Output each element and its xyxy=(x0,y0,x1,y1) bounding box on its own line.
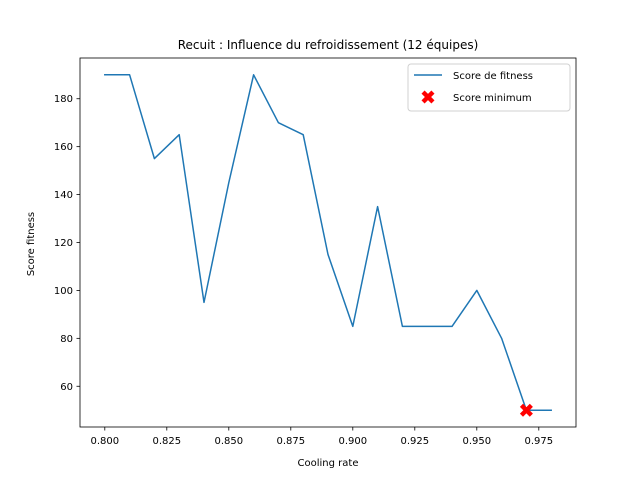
x-tick-label: 0.800 xyxy=(90,436,119,447)
legend-label: Score de fitness xyxy=(453,71,533,82)
x-tick-label: 0.950 xyxy=(462,436,491,447)
minimum-score-marker xyxy=(519,403,533,417)
y-axis-title: Score fitness xyxy=(26,212,37,276)
y-tick-label: 80 xyxy=(60,334,73,345)
y-axis: 60 80 100 120 140 160 180 xyxy=(54,94,80,393)
y-tick-label: 180 xyxy=(54,94,73,105)
x-tick-label: 0.825 xyxy=(152,436,181,447)
y-tick-label: 160 xyxy=(54,142,73,153)
legend-label: Score minimum xyxy=(453,93,532,104)
marker-bar xyxy=(519,403,533,417)
x-axis: 0.800 0.825 0.850 0.875 0.900 0.925 0.950 0.975 xyxy=(90,427,553,447)
y-tick-label: 60 xyxy=(60,382,73,393)
legend-marker-swatch xyxy=(421,90,435,104)
y-tick-label: 120 xyxy=(54,238,73,249)
legend: Score de fitness Score minimum xyxy=(407,63,571,112)
legend-box xyxy=(407,63,571,112)
x-axis-title: Cooling rate xyxy=(298,458,359,469)
x-tick-label: 0.850 xyxy=(214,436,243,447)
y-tick-label: 100 xyxy=(54,286,73,297)
x-tick-label: 0.925 xyxy=(400,436,429,447)
x-tick-label: 0.900 xyxy=(338,436,367,447)
x-tick-label: 0.875 xyxy=(276,436,305,447)
series-line-fitness xyxy=(104,74,552,411)
y-tick-label: 140 xyxy=(54,190,73,201)
chart-title: Recuit : Influence du refroidissement (1… xyxy=(178,38,479,52)
marker-bar xyxy=(421,90,435,104)
x-tick-label: 0.975 xyxy=(524,436,553,447)
